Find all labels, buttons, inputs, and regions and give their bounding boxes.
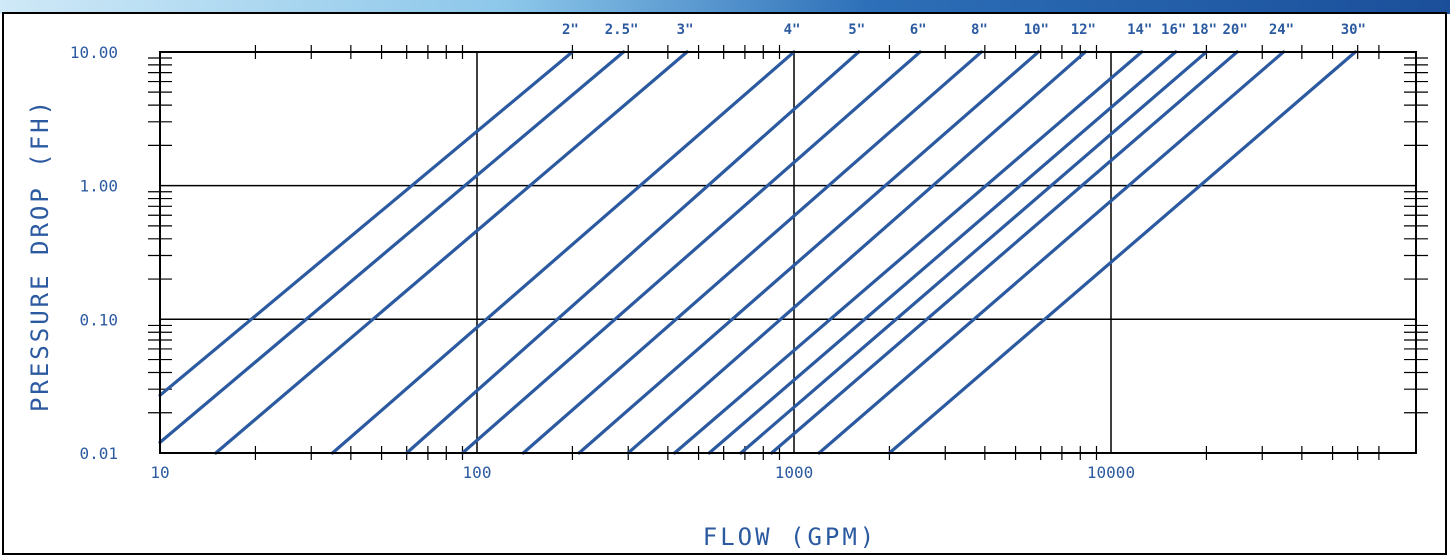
series-line [672, 50, 1144, 455]
series-line [739, 50, 1209, 455]
x-tick-label: 100 [463, 463, 492, 482]
series-line [330, 50, 796, 455]
y-tick-label: 10.00 [70, 43, 118, 62]
x-tick-label: 1000 [775, 463, 814, 482]
pipe-size-label: 16" [1161, 22, 1186, 38]
plot-area [159, 51, 1417, 454]
x-tick-label: 10000 [1087, 463, 1135, 482]
pipe-size-label: 14" [1127, 22, 1152, 38]
x-tick-label: 10 [150, 463, 169, 482]
outer-frame [2, 12, 1447, 555]
series-line [707, 50, 1178, 455]
pipe-size-label: 2" [562, 22, 579, 38]
pipe-size-label: 4" [784, 22, 801, 38]
pipe-size-labels: 2" 2.5" 3" 4" 5" 6" 8" 10" 12" 14" 16" 18" 20" 24" 30" [562, 22, 1366, 38]
series-lines [158, 50, 1358, 455]
y-tick-label: 0.01 [79, 444, 118, 463]
pipe-size-label: 3" [677, 22, 694, 38]
y-tick-label: 0.10 [79, 310, 118, 329]
x-axis-title: FLOW (GPM) [703, 523, 878, 551]
pipe-size-label: 10" [1024, 22, 1049, 38]
series-line [214, 50, 689, 455]
pipe-size-label: 5" [848, 22, 865, 38]
pipe-size-label: 24" [1269, 22, 1294, 38]
series-line [460, 50, 922, 455]
series-line [887, 50, 1358, 455]
pipe-size-label: 6" [910, 22, 927, 38]
top-banner [0, 0, 1450, 14]
series-line [158, 50, 575, 397]
series-line [405, 50, 861, 455]
minor-ticks [148, 45, 1428, 460]
pipe-size-label: 2.5" [605, 22, 639, 38]
pipe-size-label: 18" [1192, 22, 1217, 38]
series-line [521, 50, 984, 455]
pipe-size-label: 12" [1071, 22, 1096, 38]
pipe-size-label: 30" [1341, 22, 1366, 38]
series-line [817, 50, 1286, 455]
tick-labels: 10 100 1000 10000 10.00 1.00 0.10 0.01 [70, 43, 1135, 482]
series-line [158, 50, 626, 444]
series-line [769, 50, 1239, 455]
series-line [577, 50, 1041, 455]
series-line [626, 50, 1087, 455]
pipe-size-label: 8" [971, 22, 988, 38]
y-axis-title: PRESSURE DROP (FH) [26, 98, 54, 412]
y-tick-label: 1.00 [79, 177, 118, 196]
pipe-size-label: 20" [1222, 22, 1247, 38]
grid [160, 52, 1416, 453]
